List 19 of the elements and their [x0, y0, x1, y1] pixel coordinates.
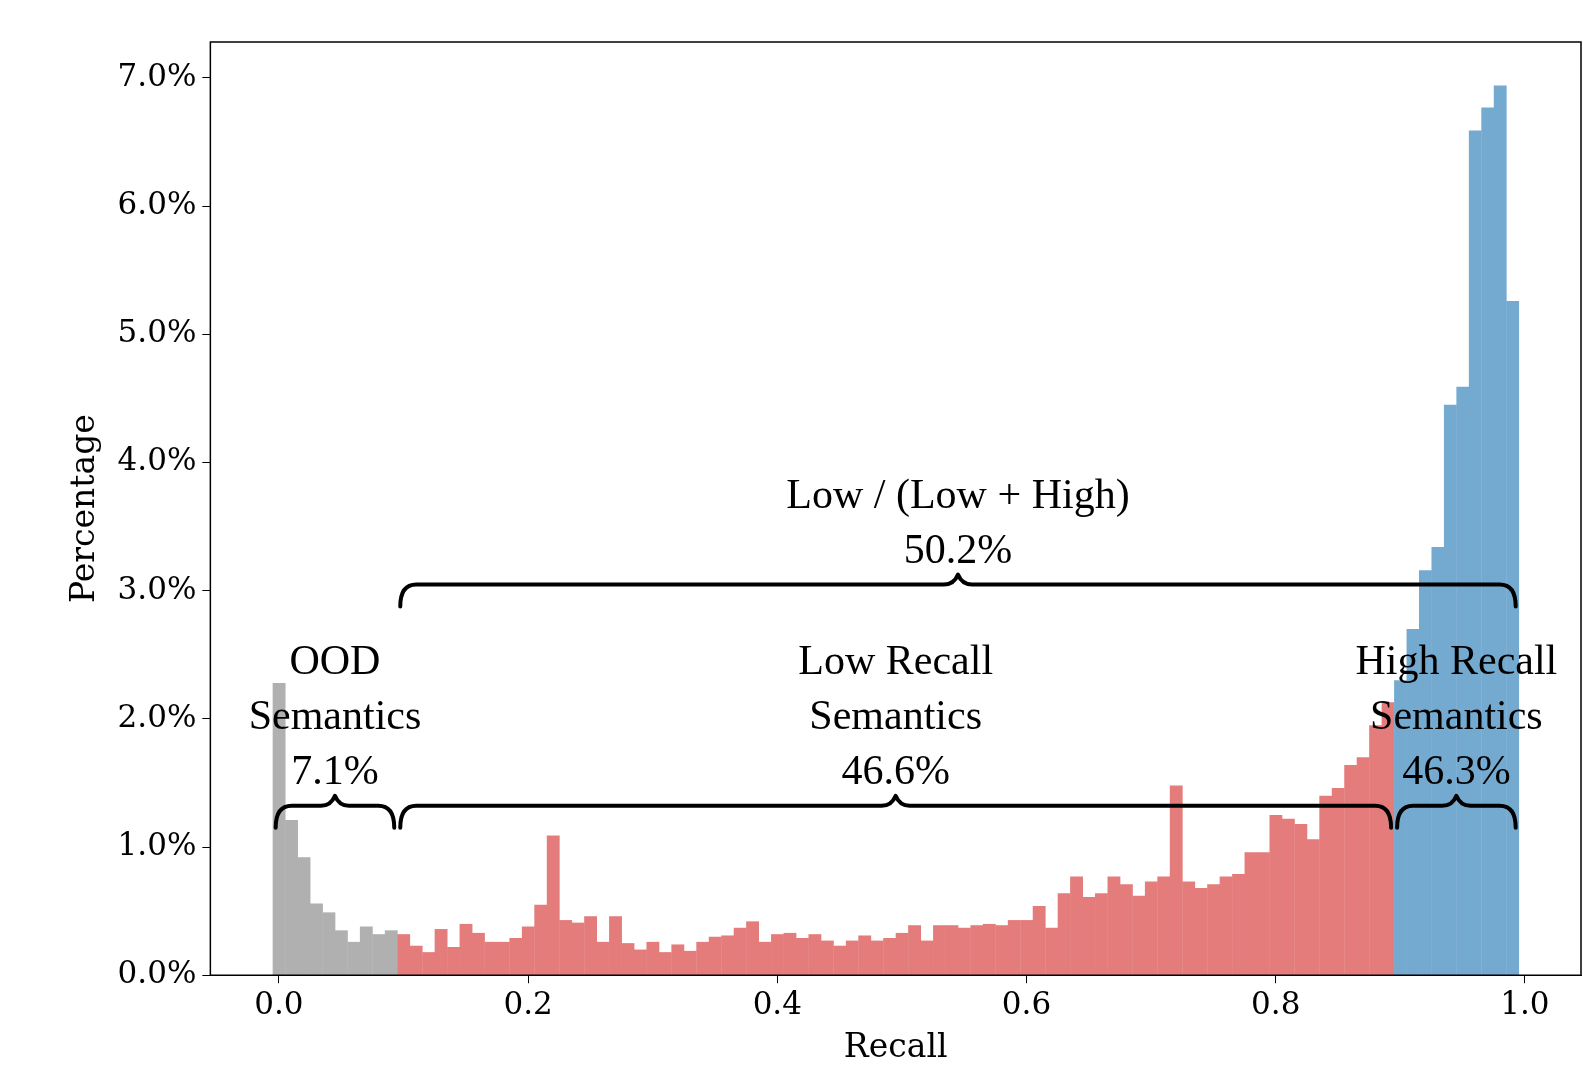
- y-tick-label: 1.0%: [117, 826, 197, 863]
- annotation: OOD Semantics 7.1%: [248, 636, 422, 793]
- x-tick-label: 1.0: [1500, 984, 1550, 1021]
- y-tick-label: 0.0%: [117, 954, 197, 991]
- y-tick-label: 3.0%: [117, 569, 197, 606]
- annotation: Low Recall Semantics 46.6%: [798, 636, 994, 793]
- annotation: Low / (Low + High) 50.2%: [786, 470, 1130, 572]
- y-tick-label: 5.0%: [117, 313, 197, 350]
- y-tick-label: 4.0%: [117, 441, 197, 478]
- y-tick-label: 7.0%: [117, 56, 197, 93]
- x-tick-label: 0.2: [503, 984, 553, 1021]
- x-tick-label: 0.0: [254, 984, 304, 1021]
- x-tick-label: 0.4: [752, 984, 802, 1021]
- x-tick-label: 0.8: [1251, 984, 1301, 1021]
- x-axis-title: Recall: [843, 1025, 948, 1065]
- x-tick-label: 0.6: [1001, 984, 1052, 1021]
- y-axis-title: Percentage: [63, 414, 103, 604]
- y-tick-label: 2.0%: [117, 697, 197, 734]
- y-tick-label: 6.0%: [117, 185, 197, 222]
